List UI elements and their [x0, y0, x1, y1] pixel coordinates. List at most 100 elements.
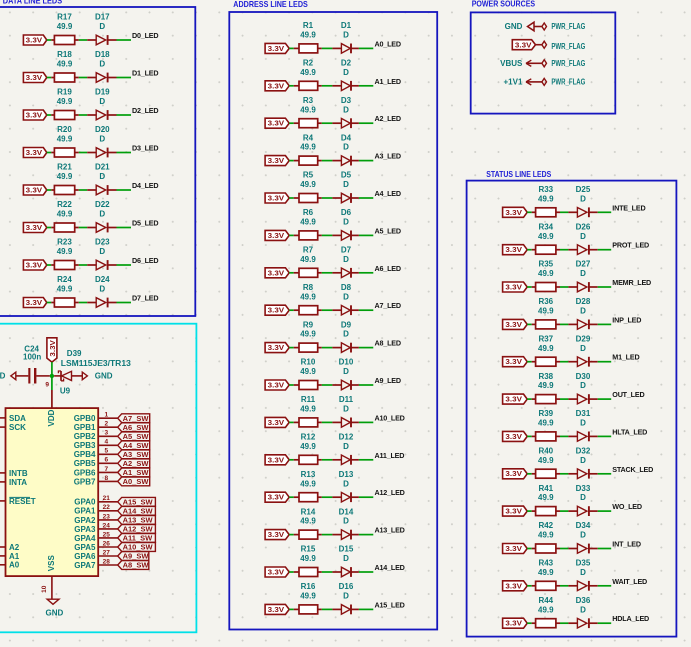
svg-text:D14: D14 — [339, 507, 354, 516]
svg-text:3.3V: 3.3V — [505, 583, 522, 590]
svg-text:3.3V: 3.3V — [505, 397, 522, 404]
svg-text:49.9: 49.9 — [538, 307, 554, 316]
svg-text:D22: D22 — [95, 200, 110, 209]
svg-text:D23: D23 — [95, 238, 110, 247]
svg-text:49.9: 49.9 — [57, 97, 73, 106]
svg-text:3.3V: 3.3V — [505, 359, 522, 366]
svg-text:R15: R15 — [301, 545, 316, 554]
svg-text:SCK: SCK — [9, 423, 26, 432]
svg-text:D10: D10 — [339, 358, 354, 367]
svg-text:D: D — [580, 531, 586, 540]
svg-text:D3: D3 — [341, 96, 352, 105]
svg-text:D: D — [99, 247, 105, 256]
svg-text:3.3V: 3.3V — [26, 263, 43, 270]
svg-text:GPB1: GPB1 — [74, 423, 96, 432]
svg-text:D33: D33 — [576, 484, 591, 493]
svg-text:D: D — [343, 31, 349, 40]
svg-text:PWR_FLAG: PWR_FLAG — [551, 59, 585, 68]
svg-text:4: 4 — [104, 439, 108, 446]
svg-text:ADDRESS LINE LEDS: ADDRESS LINE LEDS — [233, 0, 308, 9]
svg-text:3.3V: 3.3V — [505, 621, 522, 628]
svg-text:49.9: 49.9 — [57, 247, 73, 256]
svg-text:3.3V: 3.3V — [268, 345, 285, 352]
svg-text:D: D — [580, 605, 586, 614]
svg-text:STATUS LINE LEDS: STATUS LINE LEDS — [486, 169, 551, 179]
svg-text:D: D — [343, 68, 349, 77]
svg-text:GND: GND — [95, 372, 113, 381]
svg-text:8: 8 — [104, 475, 108, 482]
svg-text:3.3V: 3.3V — [505, 546, 522, 553]
svg-text:3.3V: 3.3V — [26, 188, 43, 195]
svg-text:A0_LED: A0_LED — [375, 39, 401, 48]
svg-text:49.9: 49.9 — [300, 517, 316, 526]
svg-text:49.9: 49.9 — [300, 255, 316, 264]
svg-text:A11_LED: A11_LED — [375, 451, 405, 460]
svg-text:3.3V: 3.3V — [268, 495, 285, 502]
svg-text:A12_SW: A12_SW — [123, 525, 154, 534]
svg-text:HDLA_LED: HDLA_LED — [612, 614, 649, 623]
svg-text:D17: D17 — [95, 13, 110, 22]
svg-text:3.3V: 3.3V — [268, 158, 285, 165]
svg-text:49.9: 49.9 — [538, 381, 554, 390]
svg-text:GPB7: GPB7 — [74, 477, 96, 486]
svg-text:3.3V: 3.3V — [26, 113, 43, 120]
svg-text:A15_LED: A15_LED — [375, 600, 405, 609]
svg-text:D: D — [580, 419, 586, 428]
svg-text:49.9: 49.9 — [300, 143, 316, 152]
svg-text:3.3V: 3.3V — [268, 457, 285, 464]
svg-text:3.3V: 3.3V — [268, 46, 285, 53]
svg-text:GPB4: GPB4 — [74, 450, 96, 459]
svg-text:GPB2: GPB2 — [74, 432, 96, 441]
svg-text:D: D — [343, 255, 349, 264]
svg-text:+1V1: +1V1 — [503, 78, 522, 87]
svg-text:R42: R42 — [538, 521, 553, 530]
svg-text:SDA: SDA — [9, 414, 26, 423]
svg-text:GPB3: GPB3 — [74, 441, 96, 450]
svg-text:49.9: 49.9 — [538, 605, 554, 614]
svg-text:100n: 100n — [23, 353, 41, 362]
svg-text:R2: R2 — [303, 59, 314, 68]
svg-text:D: D — [580, 269, 586, 278]
svg-text:R35: R35 — [538, 260, 553, 269]
svg-text:GPA2: GPA2 — [74, 516, 96, 525]
svg-text:GPA3: GPA3 — [74, 525, 96, 534]
svg-text:A1_SW: A1_SW — [123, 468, 150, 477]
svg-text:GND: GND — [505, 22, 523, 31]
svg-text:A5_LED: A5_LED — [375, 226, 401, 235]
svg-text:49.9: 49.9 — [300, 180, 316, 189]
svg-text:49.9: 49.9 — [300, 554, 316, 563]
svg-text:OUT_LED: OUT_LED — [612, 390, 644, 399]
svg-text:3.3V: 3.3V — [505, 285, 522, 292]
svg-text:D1: D1 — [341, 21, 352, 30]
svg-text:3.3V: 3.3V — [505, 509, 522, 516]
svg-text:49.9: 49.9 — [57, 60, 73, 69]
svg-text:R1: R1 — [303, 21, 314, 30]
svg-text:3.3V: 3.3V — [268, 570, 285, 577]
svg-text:5: 5 — [104, 448, 108, 455]
svg-text:A4_LED: A4_LED — [375, 189, 401, 198]
svg-text:D18: D18 — [95, 50, 110, 59]
svg-text:D: D — [343, 105, 349, 114]
svg-text:6: 6 — [104, 457, 108, 464]
svg-text:R21: R21 — [57, 163, 72, 172]
svg-text:GND: GND — [46, 608, 64, 617]
svg-text:49.9: 49.9 — [300, 405, 316, 414]
svg-text:WAIT_LED: WAIT_LED — [612, 577, 647, 586]
svg-text:3.3V: 3.3V — [26, 150, 43, 157]
svg-text:GPA6: GPA6 — [74, 552, 96, 561]
svg-text:49.9: 49.9 — [300, 367, 316, 376]
svg-text:GPA5: GPA5 — [74, 543, 96, 552]
svg-text:INTE_LED: INTE_LED — [612, 203, 645, 212]
svg-text:D34: D34 — [576, 521, 591, 530]
svg-text:STACK_LED: STACK_LED — [612, 465, 653, 474]
svg-text:A8_SW: A8_SW — [123, 561, 150, 570]
svg-text:D15: D15 — [339, 545, 354, 554]
svg-text:A1: A1 — [9, 552, 20, 561]
svg-text:3.3V: 3.3V — [268, 270, 285, 277]
svg-text:26: 26 — [103, 540, 111, 547]
svg-text:D32: D32 — [576, 446, 591, 455]
svg-text:A7_SW: A7_SW — [123, 414, 150, 423]
svg-text:A8_LED: A8_LED — [375, 339, 401, 348]
svg-text:9: 9 — [45, 381, 49, 388]
svg-text:RESET: RESET — [9, 497, 36, 506]
